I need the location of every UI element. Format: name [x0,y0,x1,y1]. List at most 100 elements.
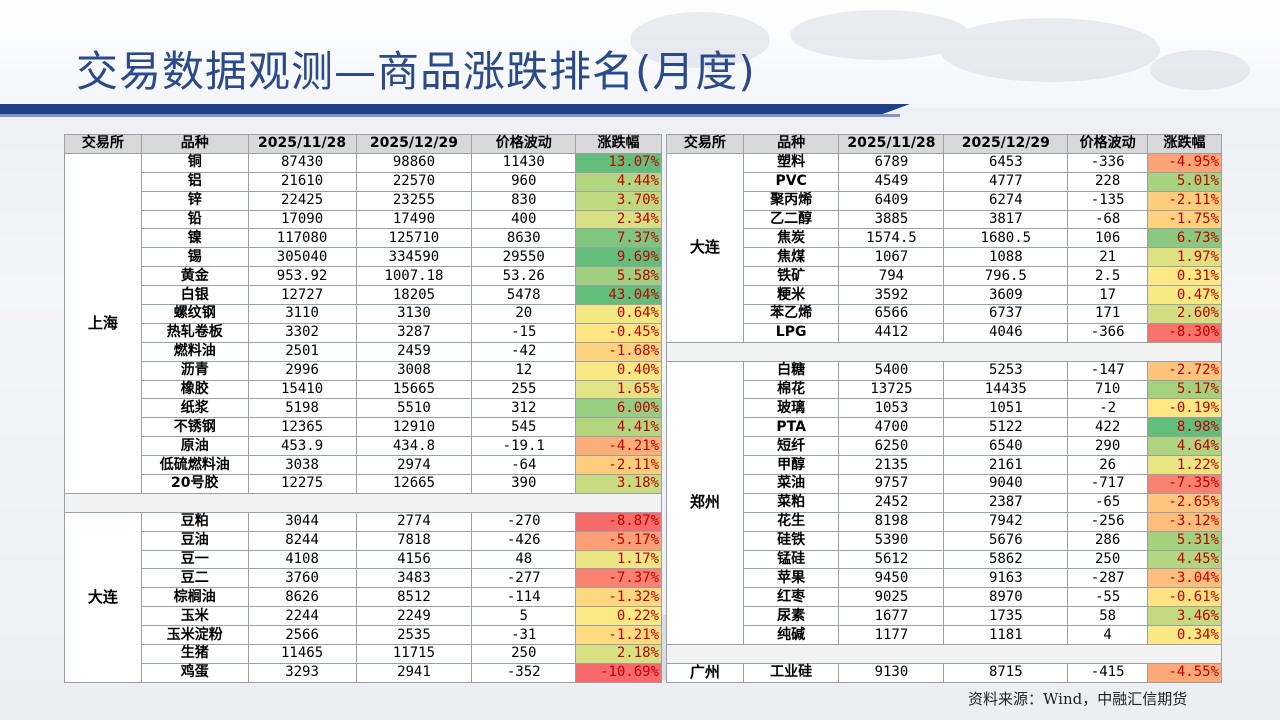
pct-change-cell: 2.60% [1147,304,1222,324]
price-date2-cell: 5676 [943,530,1069,551]
table-row: 尿素 1677 1735 58 3.46% [667,606,1222,627]
price-change-cell: 250 [1067,549,1149,570]
table-row: 黄金 953.92 1007.18 53.26 5.58% [65,266,662,287]
pct-change-cell: 9.69% [575,247,662,268]
table-row: 纯碱 1177 1181 4 0.34% [667,625,1222,646]
price-date2-cell: 6274 [943,190,1069,211]
price-date1-cell: 1177 [838,625,945,646]
price-change-cell: 17 [1067,285,1149,306]
price-change-cell: -135 [1067,190,1149,211]
price-date1-cell: 4412 [838,322,945,343]
price-date1-cell: 5390 [838,530,945,551]
price-date1-cell: 12275 [247,474,357,494]
header-variety: 品种 [140,134,249,154]
price-change-cell: 5478 [471,285,577,306]
header-exchange: 交易所 [64,134,142,154]
pct-change-cell: -1.32% [575,587,662,608]
price-change-cell: 11430 [471,152,577,173]
price-change-cell: -147 [1067,360,1149,381]
variety-cell: 纯碱 [742,625,840,646]
price-date1-cell: 8626 [247,587,357,608]
exchange-cell: 上海 [64,152,142,494]
table-row: 豆二 3760 3483 -277 -7.37% [65,568,662,589]
price-date2-cell: 334590 [355,247,473,268]
price-date2-cell: 8970 [943,587,1069,608]
table-row: 沥青 2996 3008 12 0.40% [65,360,662,381]
price-date1-cell: 3302 [247,322,357,343]
price-date1-cell: 3044 [247,511,357,532]
price-date1-cell: 15410 [247,379,357,400]
table-row: 不锈钢 12365 12910 545 4.41% [65,417,662,438]
variety-cell: PTA [742,417,840,438]
price-change-cell: -42 [471,341,577,362]
price-date2-cell: 8512 [355,587,473,608]
table-row: LPG 4412 4046 -366 -8.30% [667,322,1222,343]
group-separator-row [666,644,1222,664]
price-date2-cell: 4777 [943,171,1069,192]
variety-cell: 乙二醇 [742,209,840,230]
price-change-cell: 29550 [471,247,577,268]
price-change-cell: -366 [1067,322,1149,343]
pct-change-cell: 5.31% [1147,530,1222,551]
table-row: 锡 305040 334590 29550 9.69% [65,247,662,268]
pct-change-cell: 7.37% [575,228,662,249]
variety-cell: 苹果 [742,568,840,589]
pct-change-cell: -0.19% [1147,398,1222,419]
table-row: 玉米淀粉 2566 2535 -31 -1.21% [65,625,662,646]
price-date1-cell: 453.9 [247,436,357,457]
separator-cell [666,341,1222,362]
variety-cell: 玉米 [140,606,249,627]
price-date1-cell: 12727 [247,285,357,306]
price-change-cell: 8630 [471,228,577,249]
price-date1-cell: 8198 [838,511,945,532]
header-date1: 2025/11/28 [838,134,945,154]
header-exchange: 交易所 [666,134,744,154]
price-date1-cell: 4549 [838,171,945,192]
title-band [0,0,1280,108]
table-row: 粳米 3592 3609 17 0.47% [667,285,1222,306]
table-row: PVC 4549 4777 228 5.01% [667,171,1222,192]
price-change-cell: 830 [471,190,577,211]
price-date1-cell: 13725 [838,379,945,400]
variety-cell: 豆二 [140,568,249,589]
header-variety: 品种 [742,134,840,154]
price-date2-cell: 6737 [943,304,1069,324]
pct-change-cell: -1.68% [575,341,662,362]
pct-change-cell: 3.18% [575,474,662,494]
price-date2-cell: 5253 [943,360,1069,381]
variety-cell: 焦炭 [742,228,840,249]
variety-cell: PVC [742,171,840,192]
table-row: 郑州 白糖 5400 5253 -147 -2.72% [666,360,1222,646]
pct-change-cell: -3.12% [1147,511,1222,532]
table-row: 苯乙烯 6566 6737 171 2.60% [667,304,1222,324]
price-date2-cell: 4156 [355,549,473,570]
price-date2-cell: 6453 [943,152,1069,173]
pct-change-cell: -2.11% [575,455,662,476]
table-row: 豆一 4108 4156 48 1.17% [65,549,662,570]
price-date2-cell: 2249 [355,606,473,627]
table-row: 锰硅 5612 5862 250 4.45% [667,549,1222,570]
pct-change-cell: -4.55% [1147,662,1222,683]
table-row: 焦炭 1574.5 1680.5 106 6.73% [667,228,1222,249]
pct-change-cell: -7.37% [575,568,662,589]
table-row: PTA 4700 5122 422 8.98% [667,417,1222,438]
price-date1-cell: 8244 [247,530,357,551]
exchange-cell: 广州 [666,662,744,683]
price-date2-cell: 3287 [355,322,473,343]
price-date2-cell: 23255 [355,190,473,211]
pct-change-cell: 6.73% [1147,228,1222,249]
price-date2-cell: 1007.18 [355,266,473,287]
variety-cell: 20号胶 [140,474,249,494]
price-date2-cell: 22570 [355,171,473,192]
price-change-cell: 5 [471,606,577,627]
table-row: 原油 453.9 434.8 -19.1 -4.21% [65,436,662,457]
price-change-cell: -55 [1067,587,1149,608]
price-change-cell: 250 [471,644,577,664]
variety-cell: 硅铁 [742,530,840,551]
variety-cell: 豆一 [140,549,249,570]
variety-cell: 沥青 [140,360,249,381]
price-date2-cell: 9163 [943,568,1069,589]
pct-change-cell: -4.95% [1147,152,1222,173]
table-row: 锌 22425 23255 830 3.70% [65,190,662,211]
price-date2-cell: 6540 [943,436,1069,457]
